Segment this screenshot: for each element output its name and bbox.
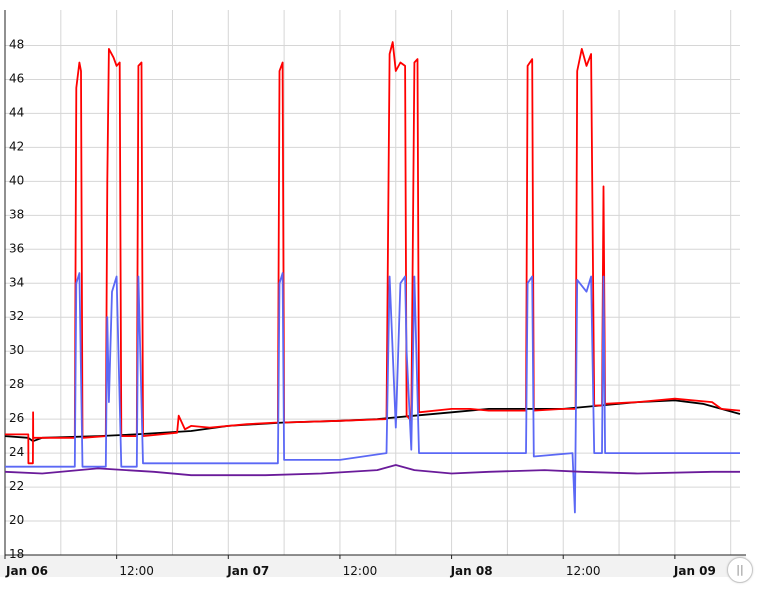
- series-line-2: [5, 41, 741, 465]
- x-tick-label: Jan 08: [450, 564, 493, 578]
- y-tick-label: 42: [9, 139, 24, 153]
- series-lines: [4, 41, 741, 514]
- y-tick-label: 46: [9, 71, 24, 85]
- series-line-3: [5, 272, 740, 514]
- y-tick-labels: 18 20 22 24 26 28 30 32 34 36 38 40 42 44 46 48: [9, 37, 24, 561]
- y-tick-label: 20: [9, 513, 24, 527]
- range-zoom-handle[interactable]: ||: [727, 557, 753, 583]
- x-tick-label: 12:00: [119, 564, 154, 578]
- y-tick-label: 34: [9, 275, 24, 289]
- axes: [0, 10, 746, 577]
- y-tick-label: 40: [9, 173, 24, 187]
- y-tick-label: 48: [9, 37, 24, 51]
- x-tick-label: Jan 09: [673, 564, 716, 578]
- x-tick-label: Jan 07: [226, 564, 269, 578]
- y-tick-label: 30: [9, 343, 24, 357]
- x-tick-labels: Jan 06 12:00 Jan 07 12:00 Jan 08 12:00 Jan 09: [5, 564, 716, 578]
- series-line-4: [4, 464, 740, 477]
- x-axis-band: [0, 555, 746, 577]
- y-tick-label: 32: [9, 309, 24, 323]
- y-tick-label: 38: [9, 207, 24, 221]
- y-tick-label: 22: [9, 479, 24, 493]
- x-tick-label: 12:00: [343, 564, 378, 578]
- x-tick-label: 12:00: [566, 564, 601, 578]
- y-tick-label: 28: [9, 377, 24, 391]
- y-tick-label: 44: [9, 105, 24, 119]
- y-tick-label: 18: [9, 547, 24, 561]
- y-tick-label: 26: [9, 411, 24, 425]
- x-tick-label: Jan 06: [5, 564, 48, 578]
- y-tick-label: 24: [9, 445, 24, 459]
- y-tick-label: 36: [9, 241, 24, 255]
